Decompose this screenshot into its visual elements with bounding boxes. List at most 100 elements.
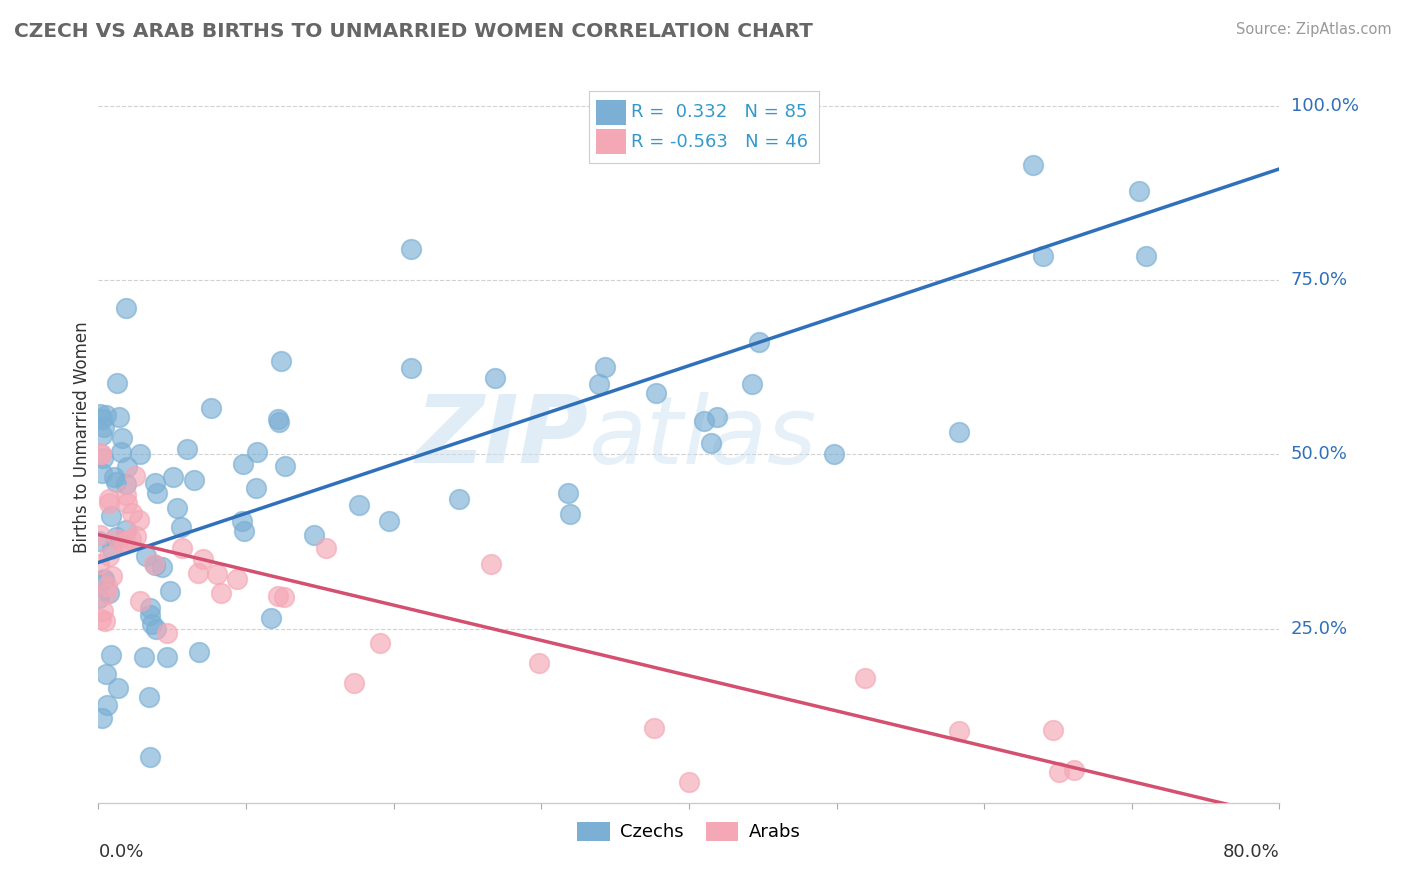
Point — [315, 541, 337, 556]
Text: R = -0.563   N = 46: R = -0.563 N = 46 — [631, 133, 808, 151]
Point — [209, 586, 232, 600]
Point — [93, 451, 115, 466]
Point — [141, 616, 163, 631]
Point — [188, 645, 211, 659]
Point — [94, 408, 117, 422]
Point — [97, 586, 120, 600]
Point — [260, 611, 283, 625]
Point — [267, 412, 290, 426]
Point — [91, 428, 114, 442]
Point — [156, 650, 179, 665]
Point — [101, 569, 124, 583]
Point — [200, 401, 222, 416]
Point — [111, 431, 134, 445]
Text: 80.0%: 80.0% — [1223, 843, 1279, 861]
Point — [87, 557, 110, 571]
Point — [93, 572, 115, 586]
Point — [115, 459, 138, 474]
Point — [588, 376, 610, 391]
Point — [139, 600, 162, 615]
Point — [114, 534, 136, 549]
Point — [232, 524, 254, 538]
FancyBboxPatch shape — [596, 100, 626, 125]
Point — [90, 448, 112, 462]
Point — [560, 508, 582, 522]
Point — [399, 242, 422, 256]
Point — [368, 636, 391, 650]
Text: R =  0.332   N = 85: R = 0.332 N = 85 — [631, 103, 807, 121]
Point — [121, 506, 143, 520]
Point — [108, 409, 131, 424]
Point — [823, 447, 845, 461]
Point — [269, 415, 291, 429]
Point — [270, 354, 292, 368]
FancyBboxPatch shape — [589, 91, 818, 163]
Text: 0.0%: 0.0% — [98, 843, 143, 861]
Point — [399, 361, 422, 376]
Point — [107, 532, 129, 546]
Point — [170, 541, 193, 556]
Text: Source: ZipAtlas.com: Source: ZipAtlas.com — [1236, 22, 1392, 37]
Point — [89, 407, 111, 421]
Point — [90, 711, 112, 725]
Point — [1047, 765, 1070, 780]
Point — [678, 775, 700, 789]
Point — [267, 590, 290, 604]
Point — [96, 579, 118, 593]
Point — [143, 557, 166, 571]
Point — [91, 412, 114, 426]
Point — [748, 335, 770, 350]
Legend: Czechs, Arabs: Czechs, Arabs — [569, 814, 808, 848]
Point — [1022, 158, 1045, 172]
Point — [302, 528, 325, 542]
Point — [143, 475, 166, 490]
Text: ZIP: ZIP — [416, 391, 589, 483]
Point — [741, 377, 763, 392]
Point — [205, 567, 228, 582]
Text: 50.0%: 50.0% — [1291, 445, 1347, 464]
Point — [135, 549, 157, 563]
Point — [274, 458, 297, 473]
Point — [1135, 249, 1157, 263]
Point — [91, 604, 114, 618]
Point — [529, 657, 551, 671]
Point — [100, 509, 122, 524]
Text: atlas: atlas — [589, 392, 817, 483]
Point — [343, 676, 366, 690]
Point — [98, 492, 121, 507]
Point — [129, 447, 152, 461]
Point — [246, 445, 269, 459]
Point — [166, 500, 188, 515]
Point — [225, 572, 247, 586]
Text: 75.0%: 75.0% — [1291, 271, 1348, 289]
Point — [232, 457, 254, 471]
Point — [191, 551, 214, 566]
Point — [159, 584, 181, 599]
Point — [138, 690, 160, 704]
Point — [948, 724, 970, 739]
Point — [644, 385, 666, 400]
Point — [145, 622, 167, 636]
Point — [97, 496, 120, 510]
Point — [231, 514, 253, 528]
Point — [134, 649, 156, 664]
Point — [104, 530, 127, 544]
Point — [948, 425, 970, 439]
Text: 25.0%: 25.0% — [1291, 620, 1348, 638]
Point — [110, 445, 132, 459]
Point — [706, 409, 728, 424]
Point — [98, 549, 121, 564]
Point — [100, 648, 122, 662]
Point — [112, 536, 135, 550]
Point — [91, 466, 114, 480]
Point — [1128, 184, 1150, 198]
Point — [693, 414, 716, 428]
Point — [94, 614, 117, 628]
Point — [107, 681, 129, 696]
Point — [245, 481, 267, 495]
Point — [138, 608, 160, 623]
Point — [101, 541, 124, 556]
Point — [90, 448, 112, 462]
Point — [378, 514, 401, 528]
Point — [593, 359, 616, 374]
